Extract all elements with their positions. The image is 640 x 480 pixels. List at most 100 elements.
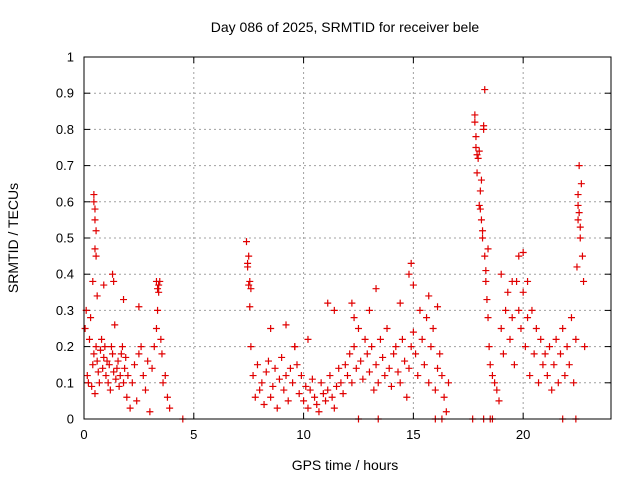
data-point bbox=[385, 364, 393, 372]
data-point bbox=[116, 372, 124, 380]
data-point bbox=[387, 382, 395, 390]
data-point bbox=[434, 303, 442, 311]
data-point bbox=[114, 357, 122, 365]
data-point bbox=[576, 223, 584, 231]
data-point bbox=[401, 357, 409, 365]
y-tick-label: 0.2 bbox=[56, 339, 74, 354]
data-point bbox=[352, 364, 360, 372]
data-point bbox=[398, 335, 406, 343]
data-point bbox=[328, 393, 336, 401]
data-point bbox=[484, 314, 492, 322]
data-point bbox=[372, 285, 380, 293]
data-point bbox=[120, 296, 128, 304]
data-point bbox=[479, 227, 487, 235]
data-point bbox=[481, 252, 489, 260]
data-point bbox=[563, 343, 571, 351]
data-point bbox=[146, 408, 154, 416]
data-point bbox=[495, 397, 503, 405]
data-point bbox=[556, 350, 564, 358]
data-point bbox=[249, 372, 257, 380]
data-point bbox=[245, 281, 253, 289]
data-point bbox=[341, 361, 349, 369]
data-point bbox=[396, 379, 404, 387]
data-point bbox=[524, 314, 532, 322]
data-point bbox=[89, 277, 97, 285]
data-point bbox=[528, 306, 536, 314]
data-point bbox=[242, 238, 250, 246]
data-point bbox=[365, 368, 373, 376]
data-point bbox=[361, 335, 369, 343]
data-point bbox=[141, 386, 149, 394]
data-point bbox=[471, 111, 479, 119]
data-point bbox=[295, 390, 303, 398]
data-point bbox=[337, 379, 345, 387]
data-point bbox=[420, 361, 428, 369]
data-point bbox=[376, 335, 384, 343]
data-point bbox=[374, 379, 382, 387]
data-point bbox=[381, 372, 389, 380]
data-point bbox=[89, 361, 97, 369]
data-point bbox=[519, 248, 527, 256]
data-point bbox=[574, 216, 582, 224]
data-point bbox=[91, 205, 99, 213]
data-point bbox=[572, 335, 580, 343]
data-point bbox=[504, 288, 512, 296]
data-point bbox=[163, 393, 171, 401]
data-point bbox=[304, 335, 312, 343]
data-point bbox=[258, 379, 266, 387]
data-point bbox=[95, 379, 103, 387]
data-point bbox=[161, 372, 169, 380]
data-point bbox=[105, 361, 113, 369]
data-point bbox=[293, 361, 301, 369]
data-point bbox=[330, 404, 338, 412]
data-point bbox=[289, 379, 297, 387]
data-point bbox=[475, 201, 483, 209]
data-point bbox=[486, 361, 494, 369]
data-point bbox=[344, 372, 351, 380]
data-point bbox=[472, 144, 480, 151]
data-point bbox=[372, 361, 380, 369]
data-point bbox=[278, 353, 286, 361]
data-point bbox=[304, 404, 312, 412]
data-point bbox=[570, 379, 578, 387]
data-point bbox=[324, 299, 332, 307]
data-point bbox=[154, 285, 162, 293]
axis-ticks: 00.10.20.30.40.50.60.70.80.910 5 10 15 20 bbox=[56, 50, 611, 442]
data-point bbox=[135, 303, 143, 311]
data-point bbox=[517, 325, 525, 332]
data-point bbox=[440, 393, 448, 401]
data-point bbox=[112, 375, 120, 383]
data-point bbox=[445, 379, 453, 387]
data-point bbox=[154, 306, 162, 314]
data-point bbox=[118, 343, 126, 351]
data-point bbox=[83, 372, 91, 380]
data-point bbox=[502, 306, 510, 314]
data-point bbox=[368, 343, 376, 351]
data-point bbox=[477, 216, 485, 224]
data-point bbox=[313, 401, 321, 409]
data-point bbox=[100, 281, 108, 289]
data-point bbox=[122, 353, 130, 361]
data-point bbox=[158, 350, 166, 358]
data-point bbox=[476, 187, 484, 195]
data-point bbox=[315, 408, 323, 416]
data-point bbox=[392, 343, 400, 351]
data-point bbox=[519, 288, 527, 296]
data-point bbox=[431, 386, 439, 394]
data-point bbox=[482, 277, 490, 285]
data-point bbox=[357, 357, 365, 365]
data-point bbox=[113, 364, 121, 372]
data-point bbox=[480, 122, 488, 130]
data-point bbox=[348, 299, 356, 307]
data-point bbox=[473, 169, 481, 177]
data-point bbox=[526, 372, 534, 380]
data-point bbox=[88, 382, 96, 390]
data-point bbox=[286, 364, 294, 372]
data-point bbox=[90, 350, 98, 358]
data-point bbox=[246, 303, 254, 311]
data-point bbox=[103, 357, 111, 365]
data-point bbox=[438, 372, 446, 380]
data-point bbox=[333, 382, 341, 390]
data-point bbox=[497, 270, 505, 278]
data-point bbox=[471, 118, 479, 126]
